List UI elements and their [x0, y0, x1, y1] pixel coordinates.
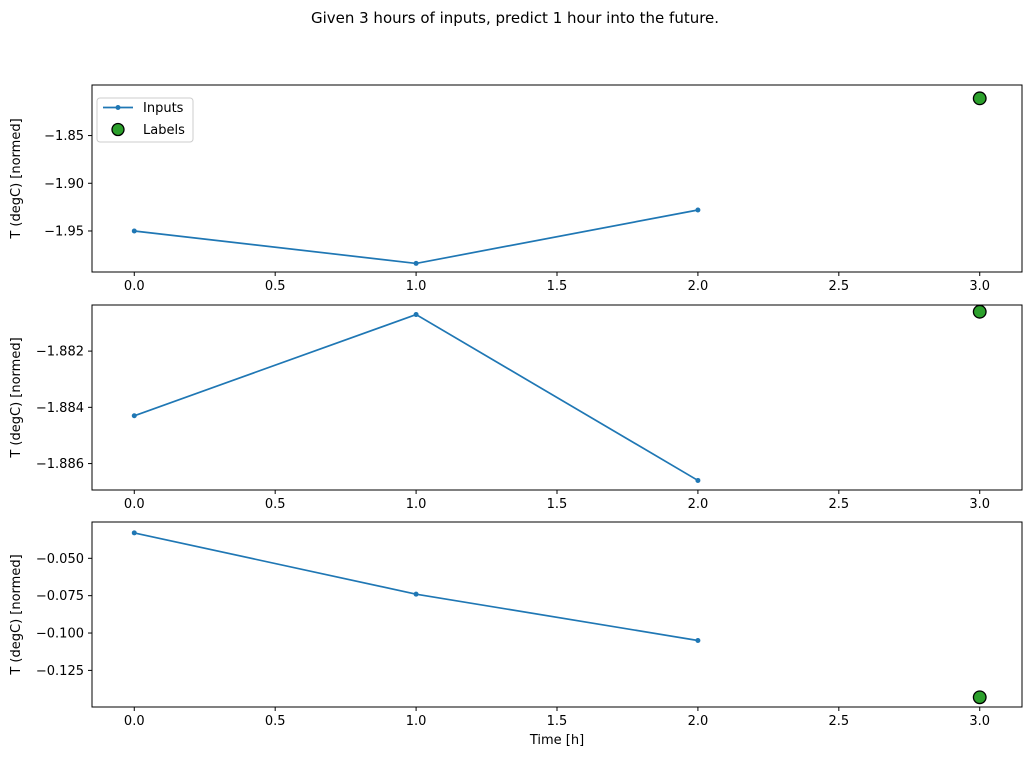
subplot-3-y-tick-label: −0.100: [36, 627, 84, 642]
subplot-1-y-tick-label: −1.85: [44, 129, 84, 144]
legend-labels-sample-marker: [111, 122, 125, 137]
subplot-2-input-marker: [413, 312, 419, 318]
subplot-3-input-marker: [695, 638, 701, 644]
subplot-3-y-tick-label: −0.125: [36, 664, 84, 679]
subplot-1-input-marker: [131, 228, 137, 234]
subplot-2-x-tick-label: 2.5: [828, 497, 849, 512]
subplot-2-x-tick-label: 0.5: [265, 497, 286, 512]
xlabel-time: Time [h]: [529, 733, 584, 748]
subplot-2-x-tick-label: 3.0: [969, 497, 990, 512]
subplot-1-y-tick-label: −1.90: [44, 177, 84, 192]
figure-title: Given 3 hours of inputs, predict 1 hour …: [310, 9, 720, 27]
subplot-1-x-tick-label: 1.5: [547, 279, 568, 294]
subplot-2-x-tick-label: 2.0: [688, 497, 709, 512]
subplot-2-inputs-line: [133, 313, 699, 482]
subplot-3-axes-box: [91, 521, 1023, 708]
subplot-3-x-tick-label: 1.5: [547, 714, 568, 729]
subplot-1-input-marker: [413, 260, 419, 266]
subplot-3-y-tick-label: −0.050: [36, 552, 84, 567]
subplot-1-x-tick-label: 2.5: [828, 279, 849, 294]
subplot-2-y-tick-label: −1.884: [36, 401, 84, 416]
subplot-3-x-tick-label: 3.0: [969, 714, 990, 729]
legend-inputs-label: Inputs: [143, 101, 184, 116]
subplot-1-x-tick-label: 0.0: [124, 279, 145, 294]
subplot-2-x-tick-label: 1.0: [406, 497, 427, 512]
subplot-3-x-tick-label: 2.5: [828, 714, 849, 729]
subplot-1-x-tick-label: 0.5: [265, 279, 286, 294]
subplot-3-input-marker: [413, 591, 419, 597]
subplot-1-ylabel: T (degC) [normed]: [9, 118, 24, 239]
subplot-1-input-marker: [695, 207, 701, 213]
subplot-3-x-tick-label: 1.0: [406, 714, 427, 729]
subplot-3-labels-marker: [972, 690, 987, 705]
subplot-2-ylabel: T (degC) [normed]: [9, 337, 24, 458]
subplot-1-y-tick-label: −1.95: [44, 224, 84, 239]
subplot-2-y-tick-label: −1.886: [36, 457, 84, 472]
subplot-3-x-tick-label: 0.0: [124, 714, 145, 729]
subplot-3-x-tick-label: 2.0: [688, 714, 709, 729]
subplot-3-input-marker: [131, 530, 137, 536]
subplot-1-x-tick-label: 3.0: [969, 279, 990, 294]
subplot-3-y-tick-label: −0.075: [36, 589, 84, 604]
legend-inputs-sample-marker: [115, 105, 121, 110]
legend-labels-label: Labels: [143, 123, 185, 138]
subplot-3-ylabel: T (degC) [normed]: [9, 554, 24, 675]
subplot-2-input-marker: [131, 413, 137, 419]
subplot-2-labels-marker: [972, 304, 987, 319]
subplot-1-inputs-line: [133, 209, 699, 265]
subplot-1-labels-marker: [972, 91, 987, 106]
subplot-3-inputs-line: [133, 532, 699, 642]
subplot-1-x-tick-label: 1.0: [406, 279, 427, 294]
subplot-2-x-tick-label: 1.5: [547, 497, 568, 512]
subplot-1-axes-box: [91, 84, 1023, 273]
subplot-1-x-tick-label: 2.0: [688, 279, 709, 294]
subplot-3-x-tick-label: 0.5: [265, 714, 286, 729]
subplot-2-y-tick-label: −1.882: [36, 345, 84, 360]
subplot-2-input-marker: [695, 477, 701, 483]
subplot-2-x-tick-label: 0.0: [124, 497, 145, 512]
